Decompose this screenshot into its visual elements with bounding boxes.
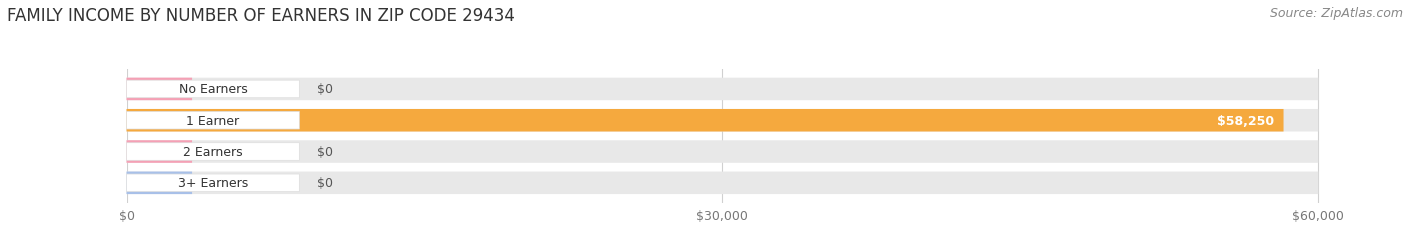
FancyBboxPatch shape: [127, 172, 1319, 194]
Text: 1 Earner: 1 Earner: [187, 114, 239, 127]
FancyBboxPatch shape: [127, 143, 299, 161]
Text: Source: ZipAtlas.com: Source: ZipAtlas.com: [1270, 7, 1403, 20]
Text: FAMILY INCOME BY NUMBER OF EARNERS IN ZIP CODE 29434: FAMILY INCOME BY NUMBER OF EARNERS IN ZI…: [7, 7, 515, 25]
Text: $0: $0: [318, 83, 333, 96]
Text: 3+ Earners: 3+ Earners: [177, 176, 247, 189]
Text: $0: $0: [318, 145, 333, 158]
FancyBboxPatch shape: [127, 174, 299, 192]
Text: No Earners: No Earners: [179, 83, 247, 96]
Text: 2 Earners: 2 Earners: [183, 145, 243, 158]
FancyBboxPatch shape: [127, 78, 1319, 101]
FancyBboxPatch shape: [127, 109, 1284, 132]
Text: $0: $0: [318, 176, 333, 189]
FancyBboxPatch shape: [127, 78, 193, 101]
FancyBboxPatch shape: [127, 141, 193, 163]
FancyBboxPatch shape: [127, 81, 299, 98]
Text: $58,250: $58,250: [1216, 114, 1274, 127]
FancyBboxPatch shape: [127, 109, 1319, 132]
FancyBboxPatch shape: [127, 141, 1319, 163]
FancyBboxPatch shape: [127, 112, 299, 129]
FancyBboxPatch shape: [127, 172, 193, 194]
